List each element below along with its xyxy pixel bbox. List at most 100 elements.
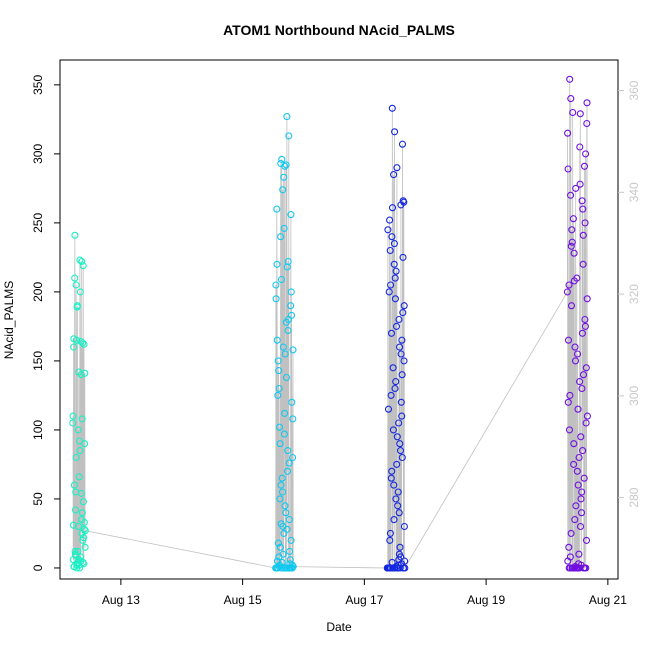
data-point [386,216,394,224]
data-point [396,564,404,572]
data-point [563,288,571,296]
data-point [567,191,575,199]
data-point [74,426,82,434]
data-point [398,412,406,420]
data-point [387,281,395,289]
y-right-tick-label: 300 [627,385,641,405]
data-point [582,419,590,427]
data-point [278,488,287,496]
data-point [392,378,400,386]
data-point [582,150,590,158]
data-point [72,336,81,344]
data-point [581,219,589,227]
data-point [74,522,82,531]
data-point [575,550,583,558]
data-point [384,226,392,234]
data-point [70,481,78,489]
data-point [81,369,89,377]
data-point [77,489,85,497]
data-point [396,440,404,448]
data-point [570,460,578,468]
data-point [400,357,408,365]
chart-title: ATOM1 Northbound NAcid_PALMS [223,22,455,38]
data-point [390,260,398,268]
axes: 0 50 100 150 200 250 300 350 280 300 320 340 360 Aug … [31,75,641,607]
data-point [396,343,404,351]
y-tick-label: 250 [31,213,45,233]
data-point [573,350,582,358]
data-point [391,384,399,393]
data-point [398,140,407,148]
data-point [568,226,576,234]
data-point [76,256,84,264]
data-point [395,419,403,427]
data-point [283,113,291,121]
data-point [277,481,285,489]
data-point [399,309,407,317]
data-point [281,350,289,358]
data-point [564,398,572,406]
data-point [273,336,281,344]
data-point [282,373,291,382]
y-right-tick-label: 320 [627,284,641,304]
data-point [79,262,87,270]
data-point [582,364,590,372]
data-point [387,329,396,337]
data-point [579,205,587,213]
data-point [76,447,84,455]
x-tick-label: Aug 19 [467,593,505,607]
data-point [574,481,582,489]
data-point [576,110,584,118]
data-point [566,75,574,83]
data-point [398,453,406,462]
data-point [578,384,586,393]
data-point [580,162,589,170]
data-point [80,534,88,542]
data-point [384,405,393,413]
data-point [579,447,587,455]
data-point [388,204,397,212]
y-tick-label: 150 [31,351,45,371]
data-point [279,343,287,351]
data-point [73,302,81,310]
data-point [399,253,407,261]
y-tick-label: 200 [31,282,45,302]
data-point [578,197,586,205]
data-point [71,547,79,555]
data-point [288,564,296,572]
data-point [566,391,574,399]
data-point [393,460,401,468]
data-point [576,143,584,151]
data-point [581,322,589,330]
data-point [567,302,576,310]
data-point [277,233,285,241]
data-point [289,346,297,354]
data-point [390,516,398,524]
data-point [79,498,87,506]
data-point [567,529,575,537]
data-point [74,547,82,555]
data-point [573,274,581,282]
data-point [579,231,587,239]
data-point [582,564,590,572]
data-point [283,525,291,533]
data-point [583,295,591,303]
data-point [280,173,288,181]
data-point [397,553,405,561]
data-point [284,257,292,266]
x-tick-label: Aug 21 [589,593,627,607]
data-point [390,240,398,248]
data-point [282,161,290,169]
data-point [285,459,293,467]
data-point [385,288,393,296]
data-point [289,453,297,462]
data-point [72,281,80,289]
data-point [285,516,293,524]
data-point [391,128,399,136]
y-right-tick-label: 360 [627,80,641,100]
data-point [389,564,397,572]
data-point [281,162,289,170]
data-point [576,180,584,188]
data-point [565,543,573,551]
